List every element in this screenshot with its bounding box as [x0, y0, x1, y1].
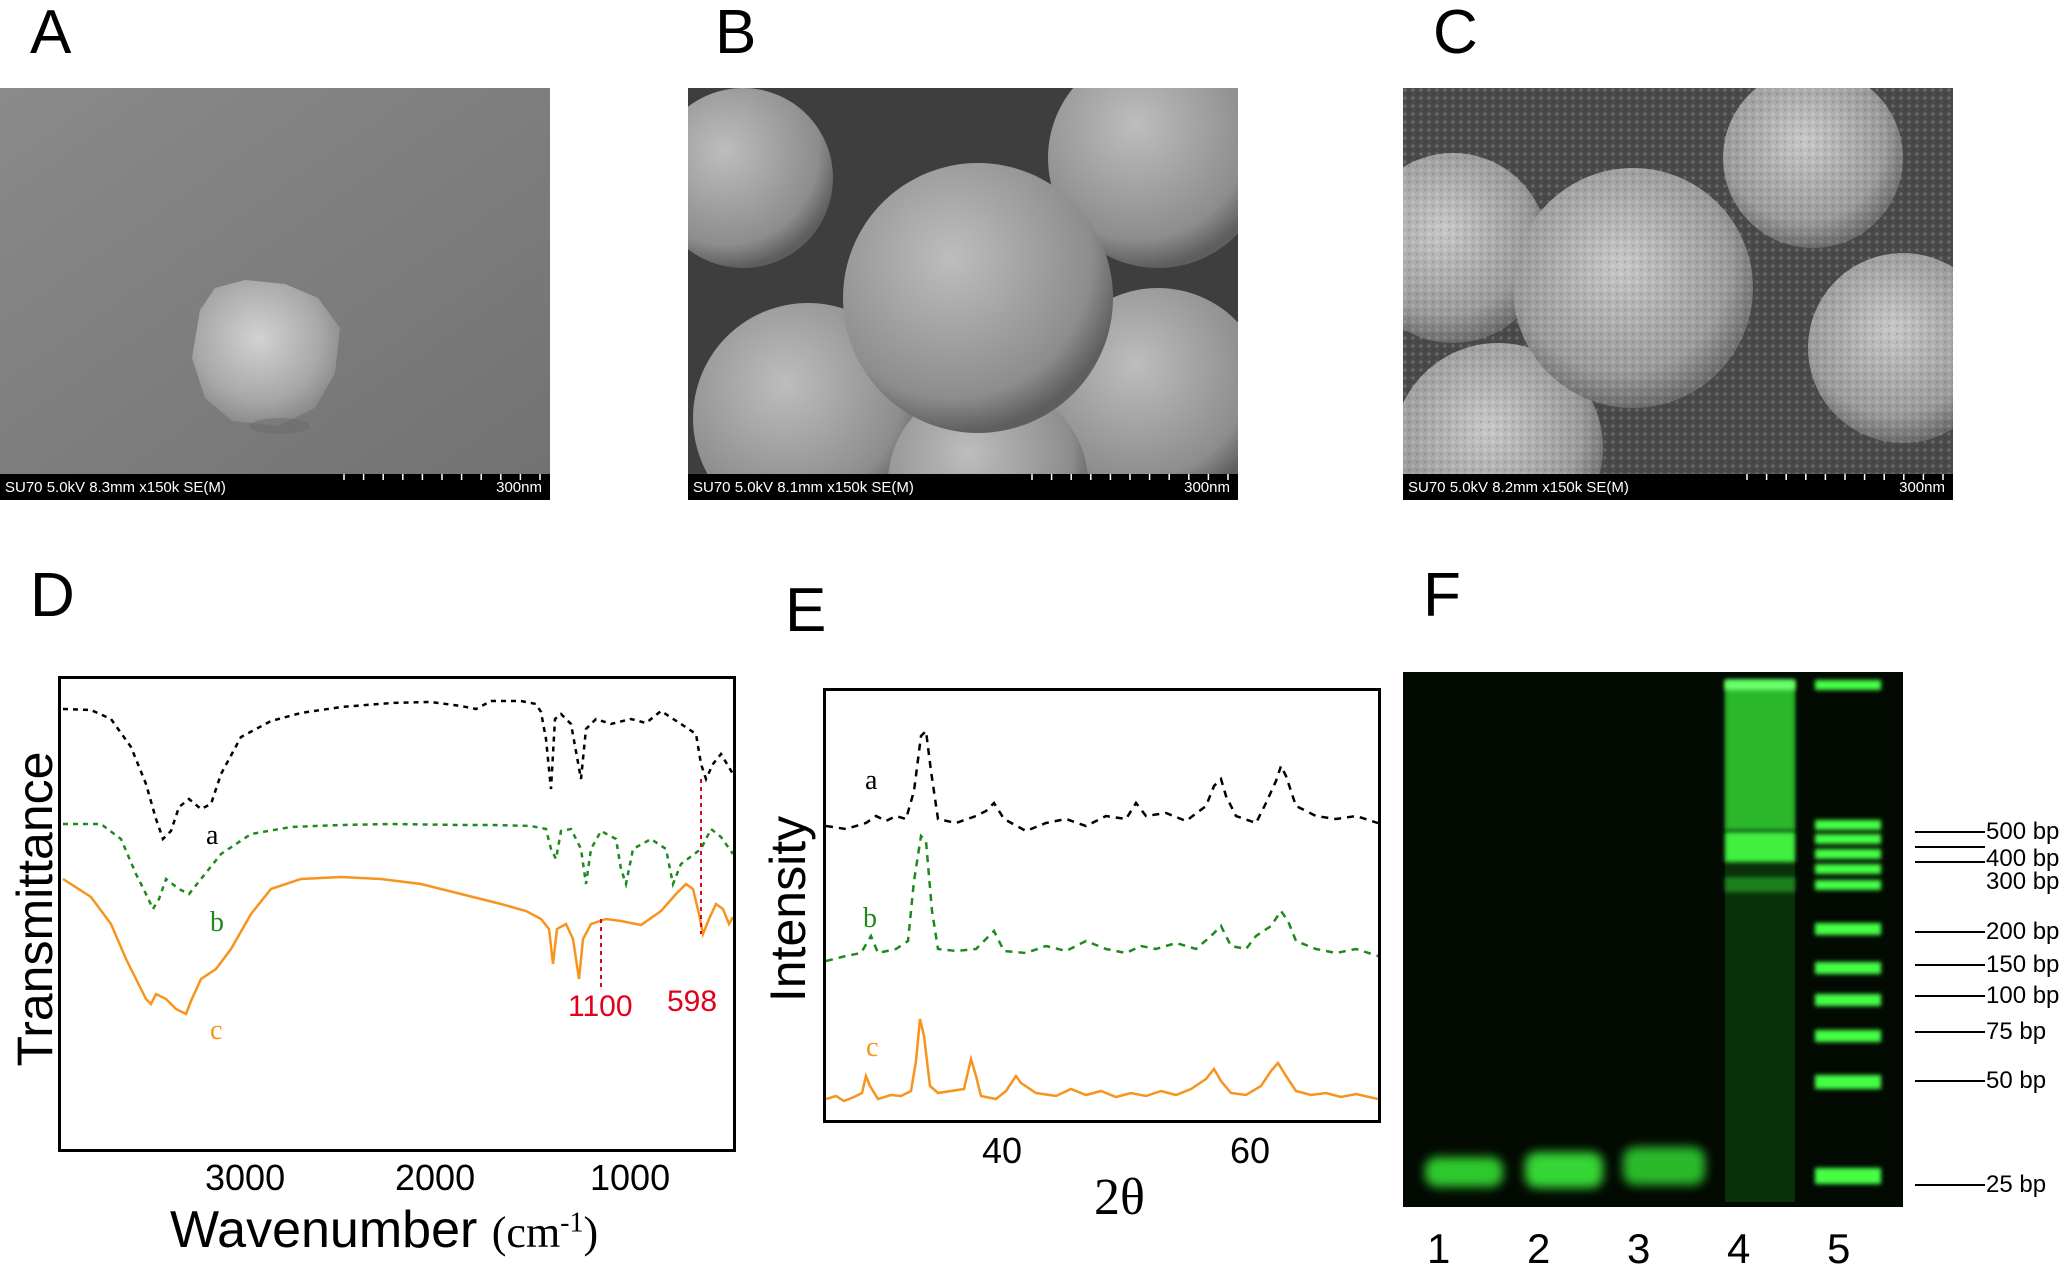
ladder-band-300	[1815, 880, 1881, 890]
panel-label-e: E	[785, 576, 827, 645]
gel-ladder	[1815, 680, 1881, 1184]
sem-info-bar-b: SU70 5.0kV 8.1mm x150k SE(M) 300nm	[688, 474, 1238, 500]
marker-label-25: 25 bp	[1986, 1171, 2047, 1198]
marker-label-200: 200 bp	[1986, 918, 2060, 945]
sem-info-bar-c: SU70 5.0kV 8.2mm x150k SE(M) 300nm	[1403, 474, 1953, 500]
ladder-band-350	[1815, 864, 1881, 874]
sem-info-bar-a: SU70 5.0kV 8.3mm x150k SE(M) 300nm	[0, 474, 550, 500]
sem-image-a: SU70 5.0kV 8.3mm x150k SE(M) 300nm	[0, 88, 550, 500]
gel-image	[1403, 672, 1903, 1207]
gel-lane-3-band	[1623, 1147, 1705, 1185]
gel-bands	[1425, 680, 1881, 1202]
lane-label-2: 2	[1527, 1225, 1551, 1272]
ladder-band-well	[1815, 680, 1881, 690]
gel-lane-4-band-well	[1725, 680, 1795, 690]
panel-label-d: D	[30, 561, 75, 630]
marker-label-300: 300 bp	[1986, 868, 2060, 895]
sem-scale-b: 300nm	[1184, 479, 1230, 496]
ladder-band-200	[1815, 923, 1881, 935]
marker-label-50: 50 bp	[1986, 1067, 2047, 1094]
marker-label-75: 75 bp	[1986, 1018, 2047, 1045]
ftir-x-unit-exp: -1	[560, 1207, 584, 1239]
ladder-band-500	[1815, 820, 1881, 830]
xrd-series-c	[825, 1018, 1379, 1103]
lane-label-1: 1	[1427, 1225, 1451, 1272]
panel-label-c: C	[1433, 0, 1478, 67]
gel-lane-4-upper	[1725, 680, 1795, 830]
ladder-band-450	[1815, 834, 1881, 844]
xrd-label-a: a	[865, 765, 878, 796]
ftir-tick-3000: 3000	[205, 1157, 286, 1198]
ftir-y-axis-title: Transmittance	[7, 751, 63, 1067]
sem-image-b: SU70 5.0kV 8.1mm x150k SE(M) 300nm	[688, 88, 1238, 500]
sem-micrograph-c	[1403, 88, 1953, 474]
ladder-band-100	[1815, 994, 1881, 1006]
marker-label-400: 400 bp	[1986, 845, 2060, 872]
xrd-series-a	[825, 728, 1379, 833]
xrd-label-c: c	[866, 1032, 879, 1063]
ftir-x-axis-title: Wavenumber (cm-1)	[170, 1200, 598, 1260]
ftir-series-b	[63, 822, 735, 912]
ftir-series-c	[62, 875, 735, 1016]
sem-info-c: SU70 5.0kV 8.2mm x150k SE(M)	[1408, 479, 1629, 496]
ftir-label-c: c	[210, 1015, 223, 1046]
gel-lane-2-band	[1525, 1152, 1603, 1188]
xrd-plot-area	[823, 688, 1381, 1123]
ladder-band-50	[1815, 1075, 1881, 1089]
ftir-x-axis-name: Wavenumber	[170, 1201, 478, 1259]
sem-info-a: SU70 5.0kV 8.3mm x150k SE(M)	[5, 479, 226, 496]
ftir-peak-label-1100: 1100	[568, 990, 633, 1023]
ladder-band-400	[1815, 849, 1881, 859]
ladder-band-75	[1815, 1030, 1881, 1042]
gel-lane-1-band	[1425, 1157, 1503, 1187]
ftir-plot	[62, 699, 735, 1016]
ftir-series-a	[62, 699, 735, 842]
xrd-x-axis-title: 2θ	[1094, 1169, 1145, 1226]
sem-info-b: SU70 5.0kV 8.1mm x150k SE(M)	[693, 479, 914, 496]
ftir-peak-label-598: 598	[667, 985, 718, 1018]
lane-label-5: 5	[1827, 1225, 1851, 1272]
ftir-x-axis-unit: (cm-1)	[491, 1207, 599, 1257]
sem-scale-a: 300nm	[496, 479, 542, 496]
marker-label-100: 100 bp	[1986, 982, 2060, 1009]
ftir-label-a: a	[206, 820, 219, 851]
panel-label-b: B	[715, 0, 757, 67]
sem-scale-ticks	[343, 474, 541, 480]
gel-lane-4-faint	[1725, 877, 1795, 892]
sem-scale-ticks	[1031, 474, 1229, 480]
sem-micrograph-b	[688, 88, 1238, 474]
lane-label-3: 3	[1627, 1225, 1651, 1272]
ftir-tick-2000: 2000	[395, 1157, 476, 1198]
gel-marker-lines	[1915, 831, 1985, 1186]
sem-scale-ticks	[1746, 474, 1944, 480]
ftir-x-unit-open: (cm	[491, 1208, 561, 1257]
xrd-y-axis-title: Intensity	[760, 815, 816, 1003]
xrd-tick-40: 40	[982, 1130, 1023, 1171]
xrd-label-b: b	[863, 903, 877, 934]
ladder-band-25	[1815, 1168, 1881, 1184]
ftir-plot-area	[58, 676, 736, 1152]
marker-label-500: 500 bp	[1986, 818, 2060, 845]
ftir-tick-1000: 1000	[590, 1157, 671, 1198]
ftir-x-unit-close: )	[583, 1208, 599, 1257]
xrd-tick-60: 60	[1230, 1130, 1271, 1171]
gel-lane-4-band	[1725, 832, 1795, 862]
ladder-band-150	[1815, 962, 1881, 974]
panel-label-a: A	[30, 0, 72, 67]
panel-label-f: F	[1423, 561, 1461, 630]
sem-micrograph-a	[0, 88, 550, 474]
xrd-plot	[825, 728, 1379, 1103]
xrd-series-b	[825, 833, 1379, 963]
marker-label-150: 150 bp	[1986, 951, 2060, 978]
sem-image-c: SU70 5.0kV 8.2mm x150k SE(M) 300nm	[1403, 88, 1953, 500]
ftir-label-b: b	[210, 907, 224, 938]
sem-scale-c: 300nm	[1899, 479, 1945, 496]
lane-label-4: 4	[1727, 1225, 1751, 1272]
